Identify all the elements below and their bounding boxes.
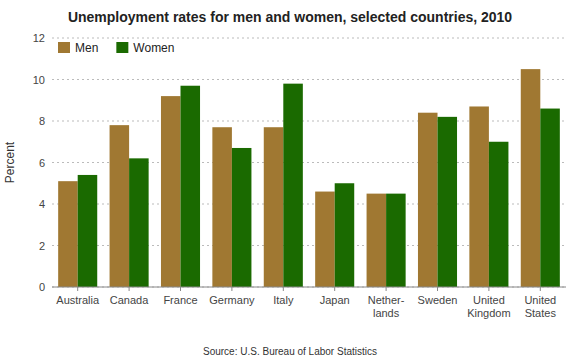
bar — [386, 194, 406, 287]
bar — [521, 69, 541, 287]
x-tick-label: Sweden — [418, 294, 458, 306]
bar — [335, 183, 355, 287]
bar — [367, 194, 387, 287]
bar — [129, 158, 149, 287]
bar — [540, 109, 560, 287]
bars — [58, 69, 560, 287]
grid-line — [52, 79, 566, 80]
y-axis-label: Percent — [3, 141, 17, 183]
x-tick — [180, 287, 181, 291]
y-tick-label: 0 — [39, 281, 45, 293]
bar — [78, 175, 98, 287]
x-tick-label: UnitedKingdom — [467, 294, 510, 319]
bar — [438, 117, 458, 287]
y-tick-label: 8 — [39, 115, 45, 127]
grid — [52, 38, 566, 287]
bar — [161, 96, 181, 287]
x-tick — [488, 287, 489, 291]
grid-line — [52, 38, 566, 39]
x-tick-label: UnitedStates — [524, 294, 556, 319]
legend-swatch — [116, 42, 128, 53]
x-tick-label: Nether-lands — [368, 294, 405, 319]
bar — [264, 127, 284, 287]
bar — [232, 148, 252, 287]
y-tick-label: 6 — [39, 157, 45, 169]
x-tick — [334, 287, 335, 291]
x-tick — [129, 287, 130, 291]
x-tick-label: Italy — [273, 294, 294, 306]
x-tick — [540, 287, 541, 291]
bar — [469, 106, 489, 287]
bar — [212, 127, 232, 287]
x-tick-label: Australia — [56, 294, 100, 306]
y-tick-label: 12 — [33, 32, 45, 44]
title: Unemployment rates for men and women, se… — [68, 9, 512, 25]
bar — [315, 192, 335, 287]
bar — [110, 125, 130, 287]
x-tick-label: Japan — [320, 294, 350, 306]
bar — [283, 84, 303, 287]
chart-container: Unemployment rates for men and women, se… — [0, 0, 580, 363]
x-tick — [437, 287, 438, 291]
x-tick-label: Germany — [209, 294, 255, 306]
x-tick — [386, 287, 387, 291]
bar — [418, 113, 438, 287]
x-tick-label: France — [163, 294, 197, 306]
legend: Men Women — [58, 41, 174, 55]
legend-label: Men — [75, 41, 98, 55]
y-tick-label: 10 — [33, 74, 45, 86]
legend-swatch — [58, 42, 70, 53]
y-tick-label: 2 — [39, 240, 45, 252]
bar — [489, 142, 509, 287]
y-tick-label: 4 — [39, 198, 45, 210]
chart: Unemployment rates for men and women, se… — [0, 0, 580, 363]
bar — [181, 86, 201, 287]
source-note: Source: U.S. Bureau of Labor Statistics — [203, 346, 377, 357]
bar — [58, 181, 78, 287]
x-tick — [283, 287, 284, 291]
legend-label: Women — [133, 41, 174, 55]
x-tick-label: Canada — [110, 294, 149, 306]
x-tick — [231, 287, 232, 291]
x-tick — [77, 287, 78, 291]
